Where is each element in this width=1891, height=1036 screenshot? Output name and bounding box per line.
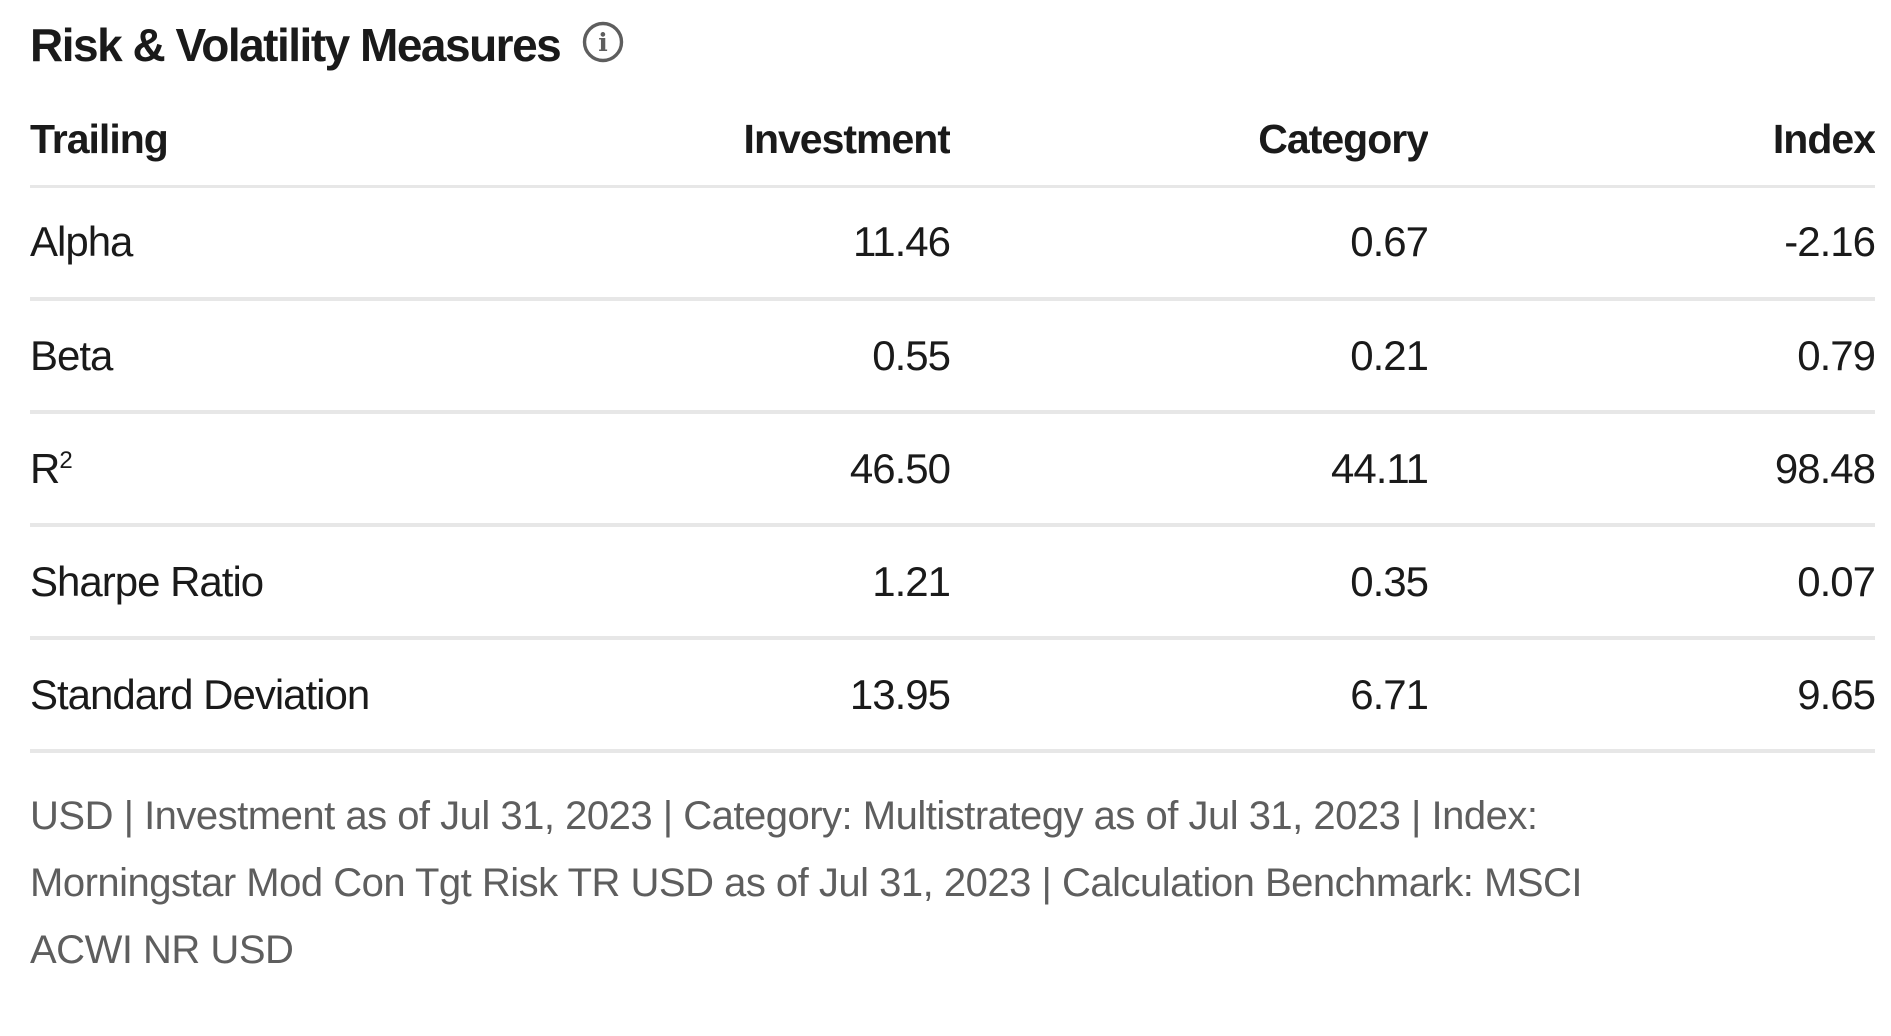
table-row: Beta 0.55 0.21 0.79 [30,299,1875,414]
risk-volatility-table: Trailing Investment Category Index Alpha… [30,94,1875,753]
row-label-beta: Beta [30,299,530,414]
cell-value: 0.79 [1428,299,1875,414]
row-label-sharpe-ratio: Sharpe Ratio [30,525,530,640]
footnote-line: ACWI NR USD [30,928,294,972]
widget-header: Risk & Volatility Measures i [30,16,1875,74]
row-label-standard-deviation: Standard Deviation [30,638,530,753]
cell-value: 1.21 [530,525,950,640]
column-header-investment: Investment [530,94,950,188]
cell-value: 98.48 [1428,412,1875,527]
table-row: Alpha 11.46 0.67 -2.16 [30,186,1875,301]
svg-text:i: i [599,28,609,57]
r-squared-exponent: 2 [59,446,72,474]
cell-value: 46.50 [530,412,950,527]
risk-volatility-widget: Risk & Volatility Measures i Trailing In… [30,16,1875,984]
cell-value: 0.67 [950,186,1428,301]
row-label-r-squared: R2 [30,412,530,527]
column-header-index: Index [1428,94,1875,188]
cell-value: 6.71 [950,638,1428,753]
table-footnote: USD | Investment as of Jul 31, 2023 | Ca… [30,783,1875,984]
cell-value: 0.35 [950,525,1428,640]
table-header-row: Trailing Investment Category Index [30,94,1875,188]
table-row: Standard Deviation 13.95 6.71 9.65 [30,638,1875,753]
row-label-alpha: Alpha [30,186,530,301]
column-header-category: Category [950,94,1428,188]
r-squared-base: R [30,444,60,492]
page-title: Risk & Volatility Measures [30,19,562,71]
info-icon[interactable]: i [582,21,624,63]
cell-value: 0.07 [1428,525,1875,640]
column-header-trailing: Trailing [30,94,530,188]
footnote-line: Morningstar Mod Con Tgt Risk TR USD as o… [30,861,1583,905]
table-row: R2 46.50 44.11 98.48 [30,412,1875,527]
footnote-line: USD | Investment as of Jul 31, 2023 | Ca… [30,794,1538,838]
table-row: Sharpe Ratio 1.21 0.35 0.07 [30,525,1875,640]
cell-value: 11.46 [530,186,950,301]
cell-value: -2.16 [1428,186,1875,301]
cell-value: 44.11 [950,412,1428,527]
cell-value: 0.21 [950,299,1428,414]
cell-value: 13.95 [530,638,950,753]
cell-value: 9.65 [1428,638,1875,753]
cell-value: 0.55 [530,299,950,414]
